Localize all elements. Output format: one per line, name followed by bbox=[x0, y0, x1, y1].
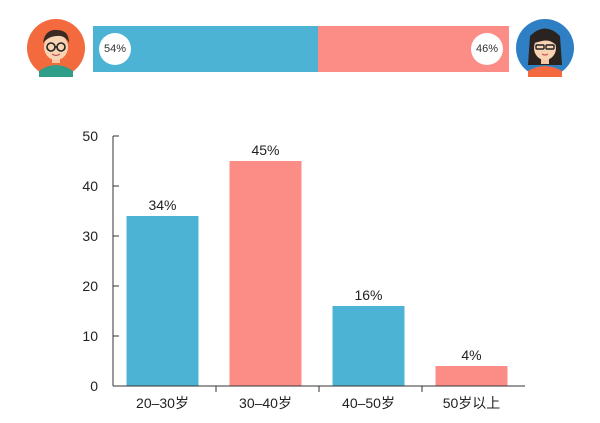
male-avatar-icon bbox=[27, 19, 85, 77]
bar bbox=[332, 306, 405, 386]
gender-ratio-bar: 54% 46% bbox=[93, 26, 509, 72]
bar bbox=[126, 216, 199, 386]
y-tick-label: 20 bbox=[82, 278, 98, 294]
female-percent-label: 46% bbox=[470, 33, 503, 65]
bar-value-label: 16% bbox=[354, 287, 382, 303]
bar bbox=[229, 161, 302, 386]
y-tick-label: 30 bbox=[82, 228, 98, 244]
female-avatar-icon bbox=[516, 19, 574, 77]
x-tick-label: 50岁以上 bbox=[443, 395, 501, 411]
female-ratio-segment: 46% bbox=[317, 26, 509, 72]
y-tick-label: 50 bbox=[82, 128, 98, 144]
bar-value-label: 45% bbox=[251, 142, 279, 158]
male-percent-label: 54% bbox=[99, 33, 131, 65]
x-tick-label: 40–50岁 bbox=[342, 395, 395, 411]
y-tick-label: 0 bbox=[90, 378, 98, 394]
bar-value-label: 4% bbox=[461, 347, 481, 363]
age-distribution-chart: 0 10 20 30 40 50 34% 45% 16% 4% 20–30岁 30–40岁 40–5… bbox=[82, 128, 525, 411]
x-tick-label: 30–40岁 bbox=[239, 395, 292, 411]
bar-value-label: 34% bbox=[148, 197, 176, 213]
y-tick-label: 10 bbox=[82, 328, 98, 344]
x-tick-label: 20–30岁 bbox=[136, 395, 189, 411]
bar bbox=[435, 366, 508, 386]
male-ratio-segment: 54% bbox=[93, 26, 318, 72]
y-tick-label: 40 bbox=[82, 178, 98, 194]
